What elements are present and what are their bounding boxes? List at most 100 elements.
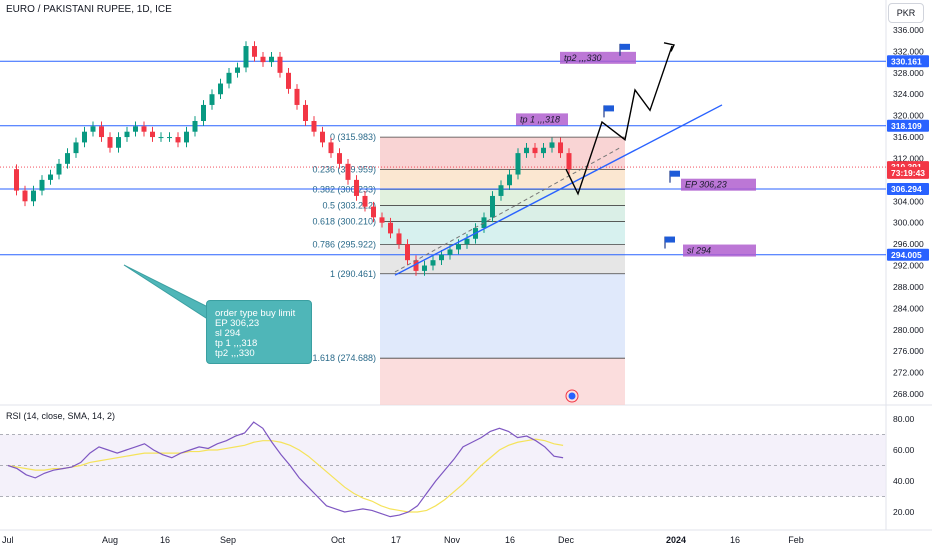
currency-button[interactable]: PKR [888, 3, 924, 23]
candle-body [337, 153, 342, 164]
candle-body [413, 260, 419, 271]
candle-body [507, 174, 512, 186]
candle-body [549, 142, 555, 148]
candle-body [184, 131, 189, 143]
note-line: tp 1 ,,,318 [215, 338, 258, 349]
time-axis-label: Dec [558, 535, 575, 545]
candle-body [354, 179, 359, 196]
annotation-badge [683, 244, 756, 257]
price-label-text: 330.161 [891, 56, 922, 66]
price-axis-tick: 312.000 [893, 153, 924, 163]
rsi-line [7, 421, 564, 518]
candle-body [405, 244, 410, 261]
candle-body [294, 88, 300, 105]
chart-title: EURO / PAKISTANI RUPEE, 1D, ICE [6, 4, 172, 15]
time-axis-label: 2024 [666, 535, 686, 545]
candle-body [541, 147, 546, 154]
candle-body [218, 83, 223, 95]
candle-body [277, 56, 283, 73]
price-axis-tick: 320.000 [893, 111, 924, 121]
candle-body [311, 121, 317, 132]
price-label-text: 306.294 [891, 184, 922, 194]
candle-body [133, 126, 138, 132]
rsi-indicator-label[interactable]: RSI (14, close, SMA, 14, 2) [6, 411, 116, 421]
price-axis-tick: 276.000 [893, 346, 924, 356]
fib-zone [380, 189, 625, 206]
candle-body [252, 46, 257, 57]
annotation-label: tp2 ,,,330 [564, 53, 602, 63]
candle-body [31, 190, 36, 202]
candle-body [158, 137, 164, 139]
candle-body [464, 238, 470, 245]
candle-body [345, 163, 351, 180]
annotation-label: sl 294 [687, 246, 711, 256]
candle-body [65, 153, 70, 164]
candle-body [422, 265, 427, 271]
replay-marker-core [568, 392, 576, 400]
fib-zone [380, 169, 625, 190]
order-note-callout[interactable]: order type buy limit EP 306,23 sl 294 tp… [206, 300, 312, 364]
rsi-axis-tick: 40.00 [893, 476, 915, 486]
fib-level-label: 1 (290.461) [330, 269, 376, 279]
candle-body [328, 142, 334, 154]
fib-zone [380, 205, 625, 222]
candle-body [22, 190, 28, 202]
rsi-signal-line [7, 438, 564, 513]
candle-body [532, 147, 538, 154]
fib-zone [380, 358, 625, 405]
candle-body [498, 185, 504, 196]
price-axis-tick: 296.000 [893, 239, 924, 249]
candle-body [515, 153, 521, 175]
candle-body [39, 179, 45, 191]
price-axis-tick: 272.000 [893, 368, 924, 378]
flag-icon [604, 105, 614, 112]
price-axis-tick: 300.000 [893, 218, 924, 228]
dashed-trend-line [394, 147, 621, 273]
candle-body [209, 94, 215, 105]
price-label-text: 318.109 [891, 121, 922, 131]
candle-body [396, 233, 402, 245]
candle-body [388, 222, 393, 234]
time-axis-label: Oct [331, 535, 346, 545]
candle-body [124, 131, 130, 138]
candle-body [175, 137, 181, 143]
time-axis-label: 16 [505, 535, 515, 545]
rsi-axis-tick: 80.00 [893, 414, 915, 424]
candle-body [303, 104, 308, 121]
candle-body [260, 56, 266, 63]
trend-line [394, 104, 723, 276]
candle-body [192, 121, 198, 132]
candle-body [430, 260, 436, 266]
candle-body [56, 163, 62, 175]
price-axis-tick: 332.000 [893, 46, 924, 56]
note-line: sl 294 [215, 328, 241, 339]
candle-body [141, 126, 147, 132]
price-axis-tick: 316.000 [893, 132, 924, 142]
fib-level-label: 0.236 (309.959) [312, 164, 376, 174]
price-axis-tick: 324.000 [893, 89, 924, 99]
candle-body [201, 104, 206, 121]
price-label-box [887, 183, 929, 196]
annotation-label: EP 306,23 [685, 180, 727, 190]
fib-zone [380, 273, 625, 359]
candle-body [48, 174, 53, 180]
candle-body [490, 195, 495, 218]
annotation-badge [560, 51, 636, 64]
flag-icon [620, 43, 630, 50]
annotation-label: tp 1 ,,,318 [520, 114, 560, 124]
fib-level-label: 0.618 (300.210) [312, 217, 376, 227]
candle-body [82, 131, 87, 143]
projection-arrowhead [663, 42, 676, 52]
candle-body [566, 153, 572, 170]
price-label-box [887, 248, 929, 261]
candle-body [269, 56, 274, 63]
price-axis-tick: 288.000 [893, 282, 924, 292]
fib-level-label: 1.618 (274.688) [312, 353, 376, 363]
price-axis-tick: 268.000 [893, 389, 924, 399]
price-label-text: 294.005 [891, 250, 922, 260]
candle-body [116, 137, 121, 148]
rsi-axis-tick: 20.00 [893, 507, 915, 517]
note-pointer [123, 264, 215, 319]
